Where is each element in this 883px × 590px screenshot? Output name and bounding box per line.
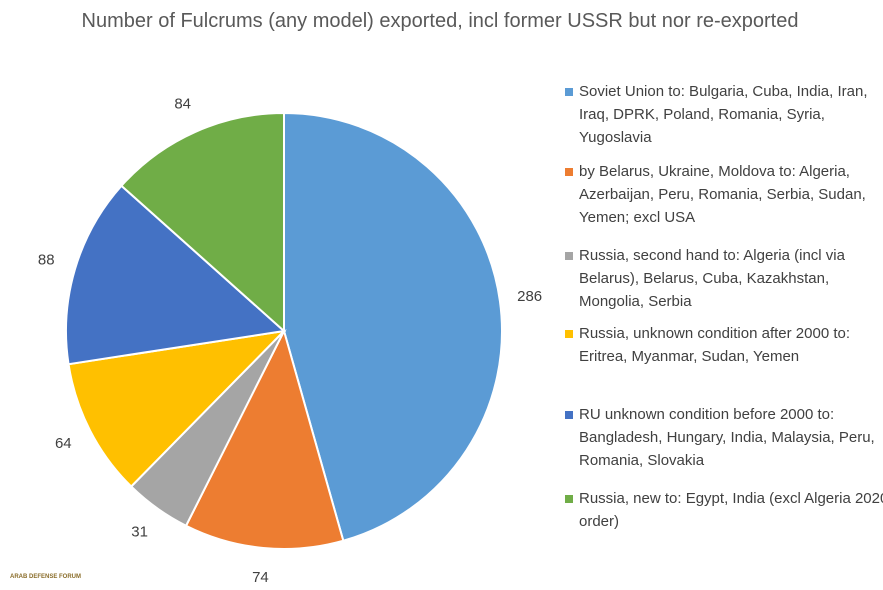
pie-slice [283,111,503,543]
legend-entry: Russia, new to: Egypt, India (excl Alger… [565,487,883,533]
pie-slice [65,184,287,366]
data-label: 31 [131,524,148,541]
legend-label: RU unknown condition before 2000 to: Ban… [579,406,875,469]
legend-label: Russia, second hand to: Algeria (incl vi… [579,247,845,310]
legend-label: Soviet Union to: Bulgaria, Cuba, India, … [579,83,868,146]
legend-entry: Soviet Union to: Bulgaria, Cuba, India, … [565,80,883,149]
legend-swatch [565,411,573,419]
legend-entry: Russia, second hand to: Algeria (incl vi… [565,244,883,313]
data-label: 286 [517,288,542,305]
pie-slice [184,328,345,550]
watermark: ARAB DEFENSE FORUM [10,574,82,580]
legend-entry: Russia, unknown condition after 2000 to:… [565,322,883,368]
pie-slice [67,329,287,488]
chart-title: Number of Fulcrums (any model) exported,… [81,10,799,32]
legend-swatch [565,252,573,260]
legend-swatch [565,168,573,176]
legend-swatch [565,330,573,338]
legend-label: Russia, unknown condition after 2000 to:… [579,325,851,365]
data-label: 74 [252,569,269,586]
legend-entry: by Belarus, Ukraine, Moldova to: Algeria… [565,160,883,229]
data-label: 88 [38,252,55,269]
pie-slice [119,111,285,334]
data-label: 64 [55,435,72,452]
legend-label: Russia, new to: Egypt, India (excl Alger… [579,490,883,530]
legend-swatch [565,495,573,503]
legend-swatch [565,88,573,96]
data-label: 84 [174,96,191,113]
legend-entry: RU unknown condition before 2000 to: Ban… [565,403,883,472]
legend-label: by Belarus, Ukraine, Moldova to: Algeria… [579,163,866,226]
